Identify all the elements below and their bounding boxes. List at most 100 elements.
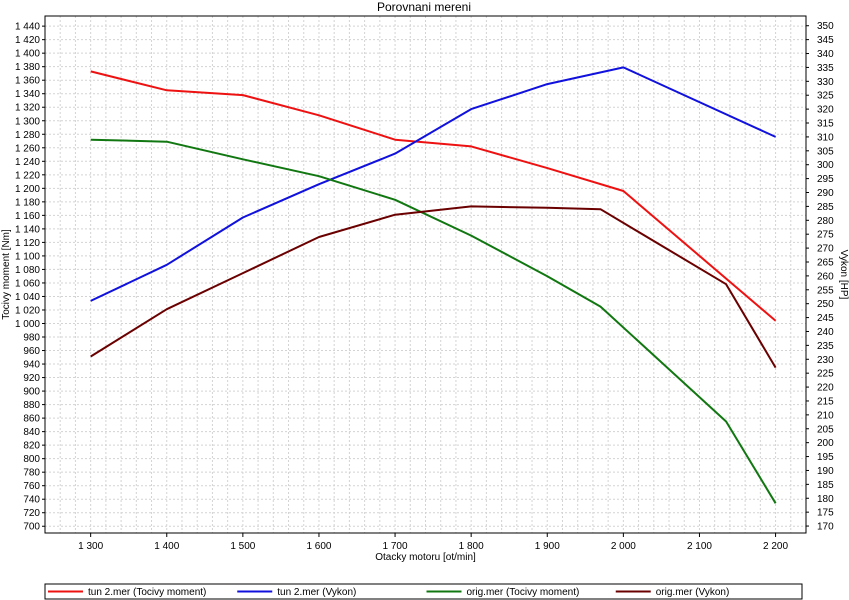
grid xyxy=(45,16,806,533)
y2-tick-label: 225 xyxy=(817,369,834,380)
x-tick-label: 1 900 xyxy=(535,541,560,552)
y-tick-label: 880 xyxy=(23,400,40,411)
y-tick-label: 840 xyxy=(23,427,40,438)
y2-tick-label: 345 xyxy=(817,35,834,46)
y-tick-label: 1 440 xyxy=(15,22,40,33)
y-tick-label: 720 xyxy=(23,508,40,519)
y-tick-label: 900 xyxy=(23,387,40,398)
x-tick-label: 1 400 xyxy=(154,541,179,552)
y2-tick-label: 265 xyxy=(817,257,834,268)
y2-tick-label: 170 xyxy=(817,522,834,533)
y-axis-right: 170 175 180 185 190 195 200 205 210 215 220 225 230 2… xyxy=(806,21,834,533)
y-tick-label: 820 xyxy=(23,441,40,452)
y2-tick-label: 335 xyxy=(817,63,834,74)
y2-tick-label: 320 xyxy=(817,105,834,116)
x-tick-label: 2 200 xyxy=(763,541,788,552)
legend-label: orig.mer (Tocivy moment) xyxy=(467,587,580,598)
legend-label: tun 2.mer (Vykon) xyxy=(277,587,356,598)
y2-tick-label: 285 xyxy=(817,202,834,213)
x-tick-label: 2 100 xyxy=(687,541,712,552)
y2-tick-label: 325 xyxy=(817,91,834,102)
y-tick-label: 1 200 xyxy=(15,184,40,195)
y-tick-label: 1 020 xyxy=(15,305,40,316)
y2-tick-label: 280 xyxy=(817,216,834,227)
y2-tick-label: 295 xyxy=(817,174,834,185)
series-lines xyxy=(90,66,777,504)
y2-tick-label: 180 xyxy=(817,494,834,505)
y-tick-label: 1 220 xyxy=(15,170,40,181)
y2-tick-label: 205 xyxy=(817,424,834,435)
y2-tick-label: 210 xyxy=(817,410,834,421)
y2-tick-label: 230 xyxy=(817,355,834,366)
y2-tick-label: 200 xyxy=(817,438,834,449)
y2-tick-label: 240 xyxy=(817,327,834,338)
x-tick-label: 1 300 xyxy=(78,541,103,552)
y-tick-label: 800 xyxy=(23,454,40,465)
legend-label: orig.mer (Vykon) xyxy=(656,587,730,598)
chart-title: Porovnani mereni xyxy=(377,0,471,14)
y-tick-label: 1 100 xyxy=(15,251,40,262)
series-line-1 xyxy=(90,70,777,322)
x-tick-label: 1 600 xyxy=(306,541,331,552)
y-tick-label: 920 xyxy=(23,373,40,384)
x-tick-label: 1 700 xyxy=(383,541,408,552)
y-tick-label: 1 120 xyxy=(15,238,40,249)
y2-tick-label: 215 xyxy=(817,396,834,407)
y-tick-label: 1 280 xyxy=(15,130,40,141)
y-tick-label: 860 xyxy=(23,414,40,425)
y2-tick-label: 235 xyxy=(817,341,834,352)
x-axis-title: Otacky motoru [ot/min] xyxy=(375,552,476,563)
y2-tick-label: 275 xyxy=(817,230,834,241)
y2-tick-label: 310 xyxy=(817,132,834,143)
y-tick-label: 1 420 xyxy=(15,35,40,46)
y-tick-label: 980 xyxy=(23,333,40,344)
y-tick-label: 780 xyxy=(23,468,40,479)
series-line-2 xyxy=(90,66,777,302)
y2-tick-label: 185 xyxy=(817,480,834,491)
y-tick-label: 1 320 xyxy=(15,103,40,114)
series-line-4 xyxy=(90,205,777,369)
y-tick-label: 1 360 xyxy=(15,76,40,87)
series-line-3 xyxy=(90,138,777,504)
y2-tick-label: 315 xyxy=(817,119,834,130)
y-tick-label: 1 040 xyxy=(15,292,40,303)
y-tick-label: 960 xyxy=(23,346,40,357)
y-tick-label: 940 xyxy=(23,360,40,371)
y2-tick-label: 195 xyxy=(817,452,834,463)
y-tick-label: 1 240 xyxy=(15,157,40,168)
y2-axis-title: Vykon [HP] xyxy=(838,250,849,300)
y2-tick-label: 330 xyxy=(817,77,834,88)
y2-tick-label: 260 xyxy=(817,271,834,282)
y-axis-title: Tocivy moment [Nm] xyxy=(1,229,12,320)
legend-box xyxy=(44,583,803,600)
y2-tick-label: 270 xyxy=(817,244,834,255)
x-axis: 1 300 1 400 1 500 1 600 1 700 1 800 1 900 2 000… xyxy=(78,533,789,552)
y-tick-label: 740 xyxy=(23,495,40,506)
y2-tick-label: 245 xyxy=(817,313,834,324)
y2-tick-label: 255 xyxy=(817,285,834,296)
y2-tick-label: 350 xyxy=(817,21,834,32)
x-tick-label: 1 500 xyxy=(230,541,255,552)
y-tick-label: 1 180 xyxy=(15,197,40,208)
y-tick-label: 700 xyxy=(23,522,40,533)
legend: tun 2.mer (Tocivy moment) tun 2.mer (Vyko… xyxy=(44,583,803,600)
y-tick-label: 1 340 xyxy=(15,89,40,100)
x-tick-label: 2 000 xyxy=(611,541,636,552)
x-tick-label: 1 800 xyxy=(459,541,484,552)
y-tick-label: 1 380 xyxy=(15,62,40,73)
y-tick-label: 1 080 xyxy=(15,265,40,276)
y2-tick-label: 190 xyxy=(817,466,834,477)
y2-tick-label: 175 xyxy=(817,508,834,519)
y2-tick-label: 340 xyxy=(817,49,834,60)
y2-tick-label: 300 xyxy=(817,160,834,171)
y-tick-label: 760 xyxy=(23,481,40,492)
plot-area xyxy=(44,15,807,534)
y-axis-left: 700 720 740 760 780 800 820 840 860 880 900 920 940 9… xyxy=(15,22,45,533)
y-tick-label: 1 140 xyxy=(15,224,40,235)
y-tick-label: 1 400 xyxy=(15,49,40,60)
y-tick-label: 1 260 xyxy=(15,143,40,154)
y2-tick-label: 305 xyxy=(817,146,834,157)
y-tick-label: 1 000 xyxy=(15,319,40,330)
y-tick-label: 1 160 xyxy=(15,211,40,222)
